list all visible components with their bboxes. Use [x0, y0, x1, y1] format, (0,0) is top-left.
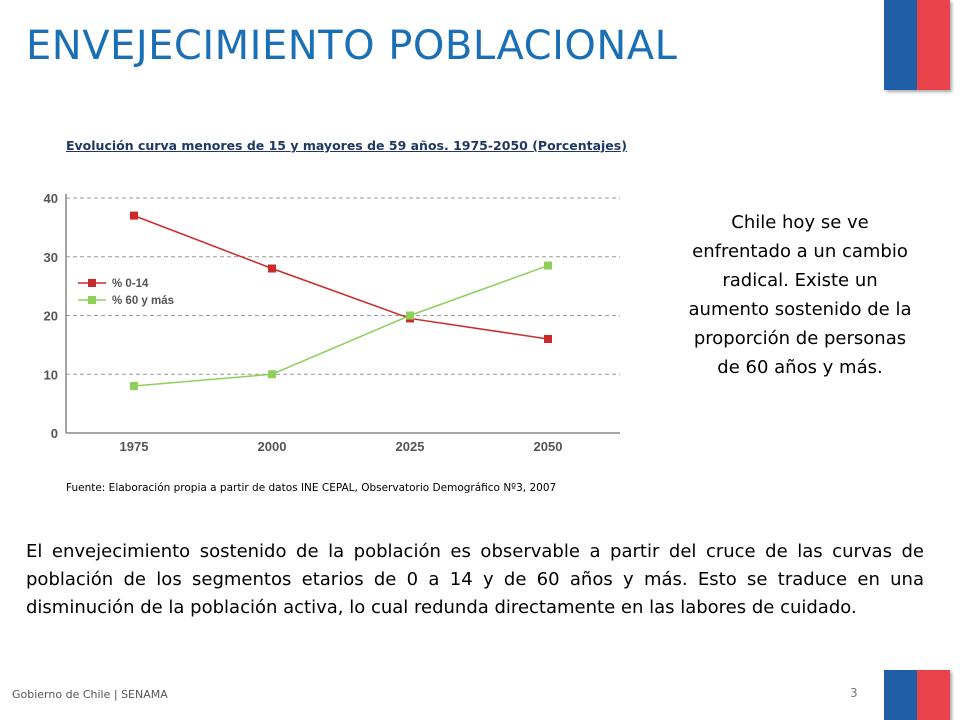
chile-flag-logo-top: [884, 0, 950, 90]
footer-organization: Gobierno de Chile | SENAMA: [12, 688, 168, 701]
y-tick-label: 40: [44, 191, 58, 206]
data-point: [130, 211, 138, 220]
chart-legend: % 0-14 % 60 y más: [78, 278, 174, 307]
page-number: 3: [850, 686, 858, 700]
flag-red-stripe: [917, 670, 950, 720]
data-point: [544, 335, 552, 343]
y-tick-label: 20: [44, 309, 58, 324]
side-paragraph: Chile hoy se ve enfrentado a un cambio r…: [688, 212, 912, 378]
series-line: [133, 214, 549, 340]
data-point: [544, 261, 552, 270]
line-chart: 0 10 20 30 40 1975 2000 2025 2050 % 0-14 % 60 y …: [44, 191, 620, 454]
legend-label: % 60 y más: [112, 295, 174, 307]
legend-marker: [88, 296, 96, 304]
y-tick-label: 10: [44, 367, 58, 382]
legend-label: % 0-14: [112, 278, 149, 290]
chart-title: Evolución curva menores de 15 y mayores …: [66, 138, 627, 153]
body-paragraph: El envejecimiento sostenido de la poblac…: [26, 541, 924, 618]
flag-blue-stripe: [884, 670, 917, 720]
chart-series: [130, 211, 552, 390]
data-point: [268, 370, 276, 379]
x-tick-label: 2000: [258, 439, 287, 454]
x-tick-label: 1975: [120, 439, 149, 454]
legend-marker: [88, 279, 96, 287]
data-point: [130, 382, 138, 390]
chart-grid: [66, 197, 620, 375]
data-point: [406, 311, 414, 320]
x-tick-labels: 1975 2000 2025 2050: [120, 439, 563, 454]
data-point: [268, 264, 276, 273]
page-title: ENVEJECIMIENTO POBLACIONAL: [26, 23, 678, 69]
chart-source: Fuente: Elaboración propia a partir de d…: [66, 482, 557, 494]
y-tick-labels: 0 10 20 30 40: [44, 191, 58, 441]
x-tick-label: 2025: [396, 439, 425, 454]
series-line: [133, 264, 549, 387]
flag-red-stripe: [917, 0, 950, 90]
y-tick-label: 0: [51, 426, 58, 441]
flag-blue-stripe: [884, 0, 917, 90]
y-tick-label: 30: [44, 250, 58, 265]
chile-flag-logo-bottom: [884, 670, 950, 720]
x-tick-label: 2050: [534, 439, 563, 454]
